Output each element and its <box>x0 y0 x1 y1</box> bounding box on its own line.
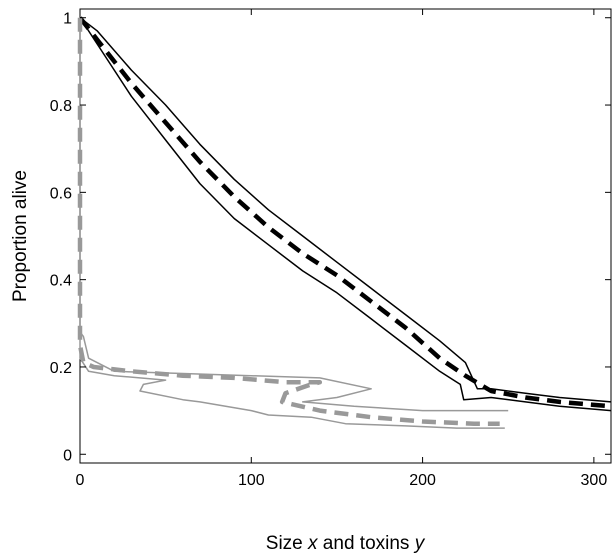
tick-layer: 0 100 200 300 0 0.2 0.4 0.6 0.8 1 <box>50 9 611 489</box>
x-tick-label: 200 <box>409 472 436 489</box>
x-axis-title-part: and toxins <box>318 533 415 554</box>
x-tick-label: 0 <box>76 472 85 489</box>
series-line-3 <box>79 17 612 412</box>
y-axis-title: Proportion alive <box>10 170 31 302</box>
y-tick-label: 1 <box>63 11 72 28</box>
y-tick-label: 0.4 <box>50 273 72 290</box>
x-axis-title: Size x and toxins y <box>266 533 426 554</box>
series-line-5 <box>79 17 509 412</box>
y-tick-label: 0.8 <box>50 98 72 115</box>
series-layer <box>77 16 612 429</box>
series-line-4 <box>77 17 500 426</box>
x-axis-title-part: x <box>307 533 319 554</box>
x-axis-title-part: Size <box>266 533 308 554</box>
y-tick-label: 0 <box>63 447 72 464</box>
series-line-1 <box>78 16 612 409</box>
series-line-2 <box>79 17 612 403</box>
x-tick-label: 300 <box>581 472 608 489</box>
x-tick-label: 100 <box>238 472 265 489</box>
y-tick-label: 0.2 <box>50 360 72 377</box>
x-axis-title-part: y <box>413 533 426 554</box>
series-line-6 <box>79 17 505 429</box>
y-tick-label: 0.6 <box>50 185 72 202</box>
